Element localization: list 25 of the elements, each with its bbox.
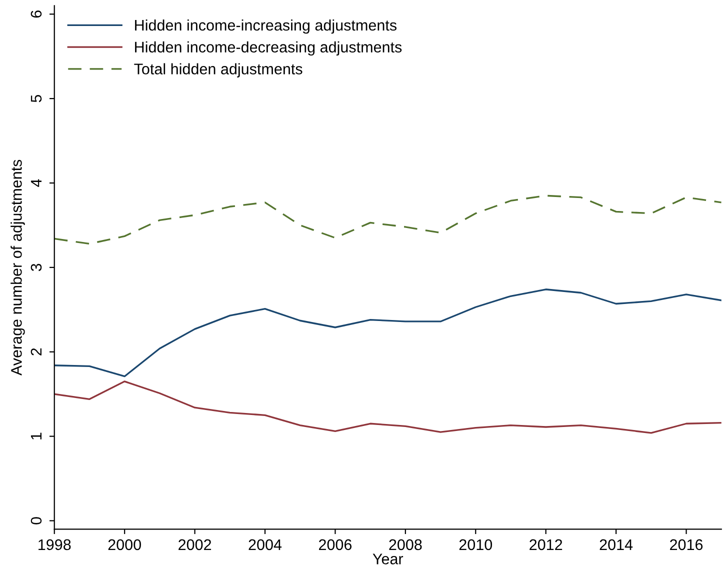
x-tick-label: 2016	[670, 539, 703, 550]
y-tick-label: 5	[30, 94, 42, 102]
x-tick-label: 2000	[108, 539, 141, 550]
y-axis-title: Average number of adjustments	[10, 160, 25, 376]
y-tick-label: 6	[30, 10, 42, 18]
y-tick-label: 1	[30, 432, 42, 440]
y-tick-label: 0	[30, 517, 42, 524]
x-tick-label: 2010	[459, 539, 492, 550]
y-tick-label: 4	[30, 179, 42, 187]
x-tick-label: 2004	[248, 539, 282, 550]
x-tick-label: 1998	[38, 539, 71, 550]
y-tick-label: 2	[30, 348, 42, 356]
x-tick-label: 2012	[530, 539, 562, 550]
y-tick-label: 3	[30, 264, 42, 272]
legend-label: Hidden income-decreasing adjustments	[135, 41, 402, 56]
legend-label: Total hidden adjustments	[134, 63, 302, 78]
x-tick-label: 2014	[600, 539, 633, 550]
x-tick-label: 2006	[318, 539, 352, 550]
legend-label: Hidden income-increasing adjustments	[135, 19, 397, 34]
x-tick-label: 2002	[178, 539, 212, 550]
x-axis-title: Year	[372, 554, 404, 564]
x-tick-label: 2008	[389, 539, 422, 550]
line-series	[54, 380, 722, 434]
line-series	[54, 194, 722, 245]
line-series	[54, 288, 722, 378]
